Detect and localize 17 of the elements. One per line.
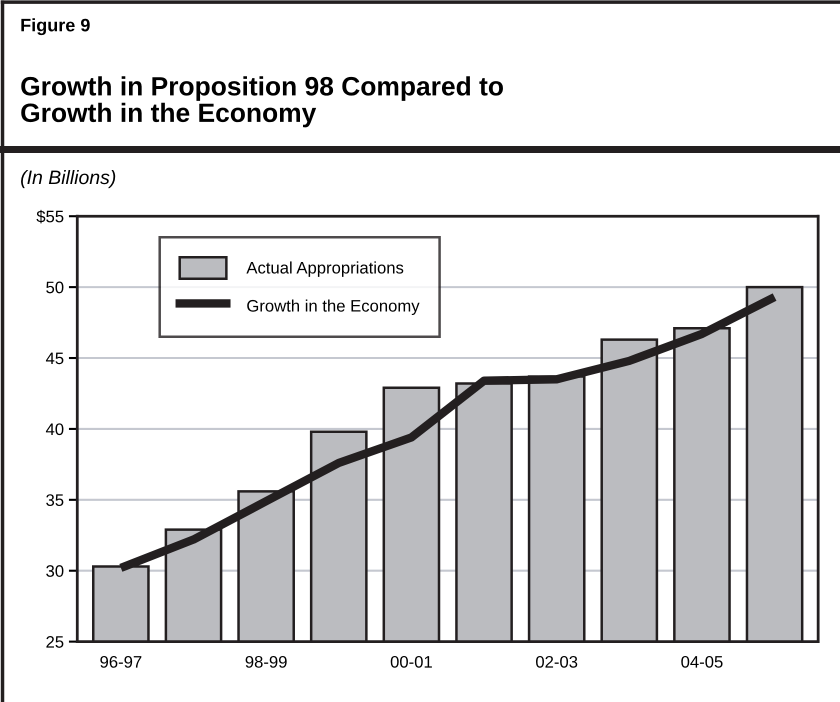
legend-label: Growth in the Economy (247, 299, 420, 316)
y-tick-label: 50 (46, 282, 64, 294)
x-tick-label: 96-97 (100, 656, 142, 668)
x-tick-label: 98-99 (246, 656, 287, 668)
x-tick-label: 00-01 (390, 656, 432, 668)
caption: Figure 9 (21, 18, 90, 36)
y-tick-label: 40 (46, 423, 64, 436)
y-tick-label: 25 (46, 636, 64, 648)
chart-title: Growth in Proposition 98 Compared to Growth in the Economy (21, 76, 503, 128)
chart-subtitle: (In Billions) (21, 170, 116, 188)
x-tick-label: 04-05 (681, 656, 723, 668)
y-tick-label: 35 (46, 494, 64, 506)
legend-label: Actual Appropriations (246, 261, 404, 277)
y-tick-label: 45 (46, 352, 64, 364)
x-tick-label: 02-03 (536, 656, 578, 668)
y-tick-label: $55 (36, 210, 64, 224)
y-tick-label: 30 (46, 565, 64, 577)
